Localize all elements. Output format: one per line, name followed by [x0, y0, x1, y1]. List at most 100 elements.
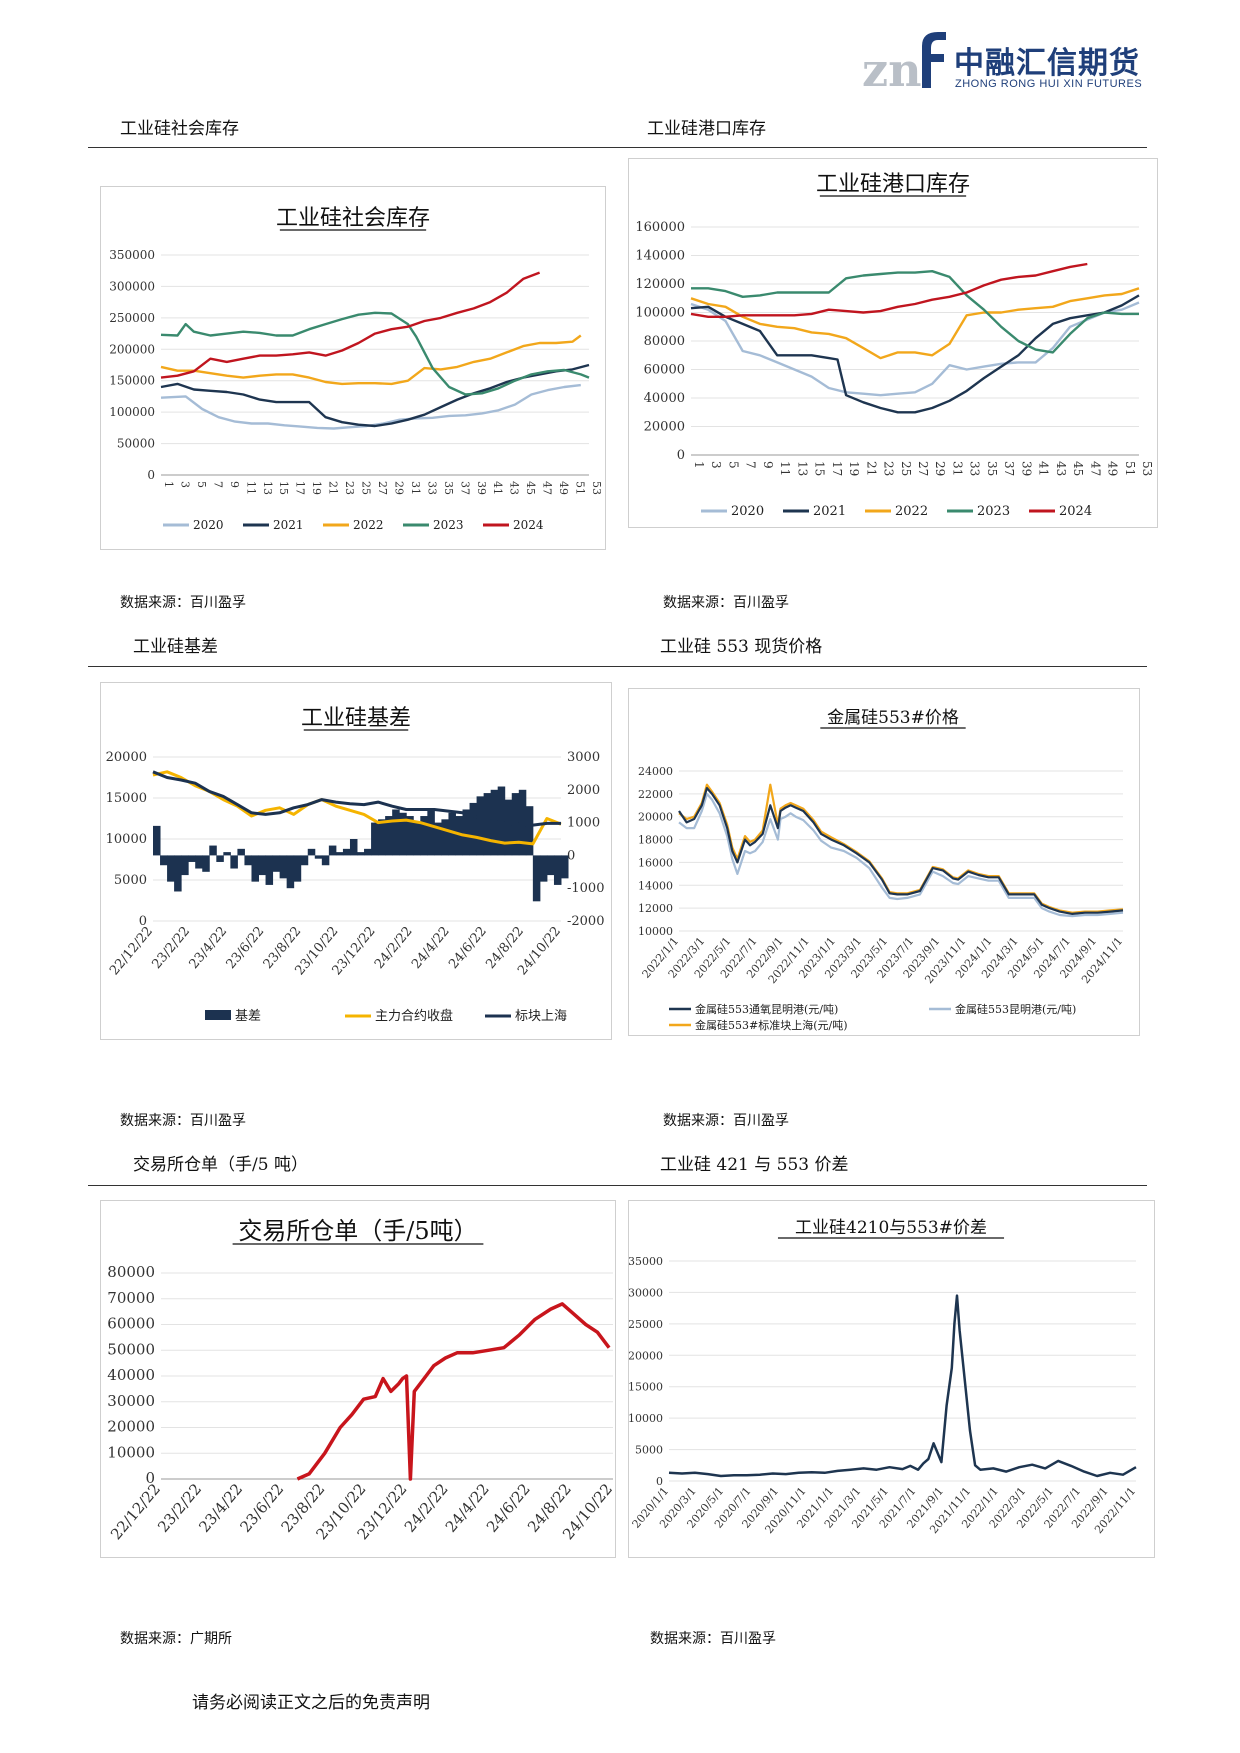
- basis-bar: [413, 822, 421, 856]
- y-tick-label: 200000: [109, 342, 155, 356]
- basis-bar: [539, 855, 548, 882]
- y-tick-label: 10000: [638, 925, 673, 938]
- basis-bar: [307, 848, 316, 856]
- basis-bar: [216, 855, 224, 862]
- chart-spread: 工业硅4210与553#价差 0 5000 10000 15000 20000 25000 3…: [628, 1200, 1155, 1558]
- basis-bar: [553, 855, 562, 885]
- y2-tick-label: 3000: [567, 750, 600, 765]
- x-tick-label: 11: [778, 461, 792, 476]
- x-tick-label: 23: [343, 481, 356, 495]
- chart-title: 工业硅港口库存: [816, 172, 970, 197]
- basis-bar: [518, 789, 527, 856]
- basis-bar: [349, 839, 358, 856]
- basis-bar: [167, 855, 175, 882]
- x-tick-label: 24/2/22: [401, 1480, 452, 1536]
- basis-bar: [237, 848, 245, 856]
- x-tick-label: 45: [1071, 461, 1085, 476]
- y2-tick-label: -2000: [567, 914, 604, 929]
- y-tick-label: 20000: [638, 811, 673, 824]
- basis-bar: [546, 855, 555, 876]
- section-title-warrant: 交易所仓单（手/5 吨）: [133, 1155, 308, 1175]
- x-tick-label: 33: [425, 481, 438, 495]
- x-tick-label: 7: [211, 481, 224, 488]
- y-tick-label: 100000: [109, 405, 155, 419]
- section-title-553-price: 工业硅 553 现货价格: [660, 637, 823, 657]
- x-tick-label: 9: [228, 481, 241, 488]
- legend-label: 2023: [977, 504, 1010, 519]
- basis-bar: [441, 819, 449, 856]
- x-tick-label: 53: [590, 481, 603, 495]
- x-tick-label: 51: [1123, 461, 1137, 476]
- x-tick-label: 31: [409, 481, 422, 495]
- x-tick-label: 5: [726, 461, 740, 469]
- legend-label: 2021: [813, 504, 846, 519]
- y-tick-label: 0: [139, 914, 147, 929]
- chart-basis: 工业硅基差 0 5000 10000 15000 20000 -2000 -1000 0 1000…: [100, 682, 612, 1040]
- basis-bar: [293, 855, 302, 882]
- y-tick-label: 30000: [107, 1392, 155, 1410]
- y-tick-label: 60000: [644, 363, 685, 378]
- y-tick-label: 150000: [109, 374, 155, 388]
- y-tick-label: 15000: [629, 1381, 663, 1394]
- divider: [88, 666, 1147, 667]
- legend-label: 标块上海: [515, 1009, 567, 1024]
- x-tick-label: 47: [541, 481, 554, 495]
- basis-bar: [427, 809, 435, 856]
- x-tick-label: 35: [985, 461, 999, 476]
- x-tick-label: 7: [744, 461, 758, 469]
- basis-bar: [230, 855, 238, 869]
- basis-bar: [561, 855, 569, 879]
- basis-bar: [392, 809, 400, 856]
- basis-bar: [342, 848, 351, 856]
- y-tick-label: 100000: [635, 306, 685, 321]
- series-line: [668, 1294, 1137, 1478]
- basis-bar: [462, 809, 471, 856]
- x-tick-label: 27: [916, 461, 930, 476]
- legend-label: 2022: [353, 518, 384, 532]
- x-tick-label: 24/4/22: [442, 1480, 493, 1536]
- x-tick-label: 45: [524, 481, 537, 495]
- y-tick-label: 16000: [638, 856, 673, 869]
- y2-tick-label: -1000: [567, 881, 604, 896]
- series-line: [690, 301, 1140, 397]
- y-tick-label: 300000: [109, 279, 155, 293]
- basis-bar: [202, 855, 210, 872]
- series-line: [152, 770, 561, 827]
- legend-label: 2023: [433, 518, 464, 532]
- series-line: [296, 1302, 611, 1481]
- basis-bar: [504, 799, 513, 856]
- x-tick-label: 24/6/22: [446, 924, 490, 972]
- legend-label: 金属硅553通氧昆明港(元/吨): [695, 1002, 838, 1016]
- y-tick-label: 18000: [638, 834, 673, 847]
- basis-bar: [469, 802, 478, 856]
- x-tick-label: 41: [1037, 461, 1051, 476]
- y-tick-label: 20000: [106, 750, 147, 765]
- x-tick-label: 17: [830, 461, 844, 476]
- y-tick-label: 14000: [638, 879, 673, 892]
- x-tick-label: 15: [813, 461, 827, 476]
- x-tick-label: 23: [882, 461, 896, 476]
- y-tick-label: 140000: [635, 249, 685, 264]
- legend-label: 2021: [273, 518, 304, 532]
- x-tick-label: 21: [327, 481, 340, 495]
- x-tick-label: 24/6/22: [483, 1480, 534, 1536]
- x-tick-label: 35: [442, 481, 455, 495]
- legend-label: 金属硅553#标准块上海(元/吨): [695, 1018, 848, 1032]
- company-logo: zn 中融汇信期货 ZHONG RONG HUI XIN FUTURES: [860, 28, 1160, 98]
- x-tick-label: 31: [950, 461, 964, 476]
- y-tick-label: 60000: [107, 1315, 155, 1333]
- y-tick-label: 80000: [644, 334, 685, 349]
- y-tick-label: 350000: [109, 248, 155, 262]
- legend-label: 2024: [1059, 504, 1092, 519]
- logo-mark-icon: zn: [862, 32, 946, 92]
- x-tick-label: 3: [709, 461, 723, 469]
- basis-bar: [314, 855, 323, 859]
- basis-bar: [406, 816, 414, 856]
- chart-port-inventory: 工业硅港口库存 0 20000 40000 60000 80000 100000 120000…: [628, 158, 1158, 528]
- basis-bar: [300, 855, 309, 866]
- basis-bar: [476, 796, 485, 856]
- x-tick-label: 33: [968, 461, 982, 476]
- x-tick-label: 24/2/22: [372, 924, 416, 972]
- x-tick-label: 1: [692, 461, 706, 469]
- series-line: [678, 792, 1124, 918]
